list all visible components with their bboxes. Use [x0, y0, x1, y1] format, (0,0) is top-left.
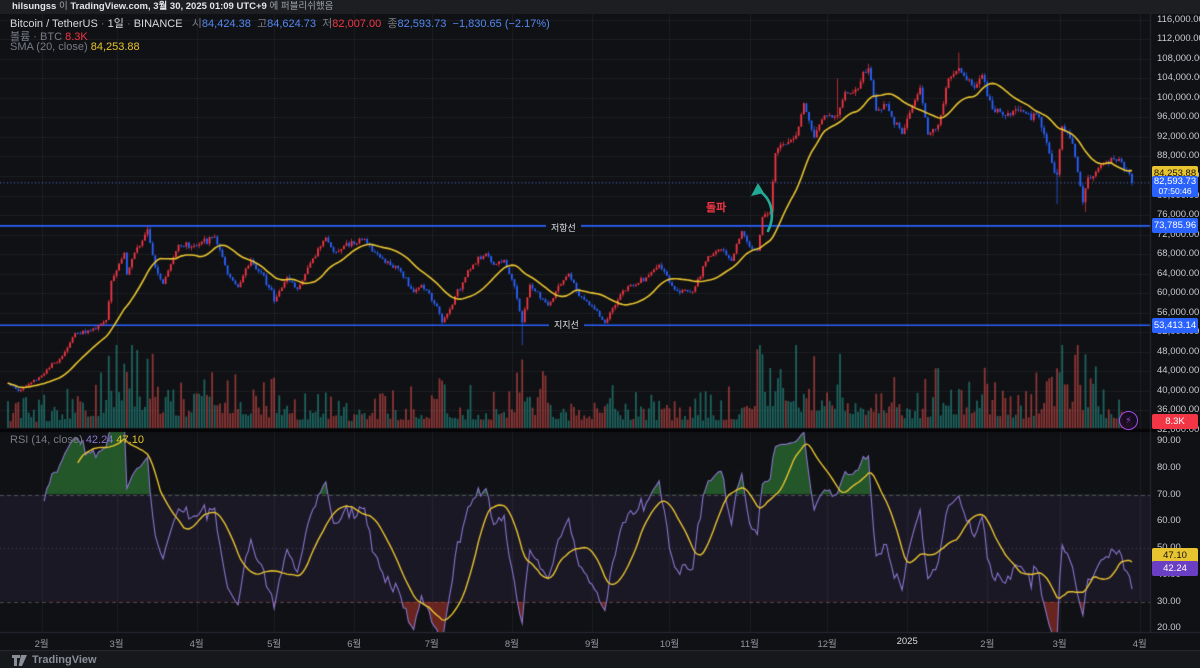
resistance-axis-badge: 73,785.96	[1152, 218, 1198, 234]
rsi-legend: RSI (14, close) 42.24 47.10	[10, 434, 144, 446]
time-axis-label: 9월	[584, 639, 599, 650]
price-axis-label: 116,000.00	[1157, 13, 1200, 25]
time-axis-label: 4월	[189, 639, 204, 650]
ohlc-low: 82,007.00	[332, 18, 382, 30]
rsi-ma-axis-badge: 47.10	[1152, 548, 1198, 564]
time-axis-label: 8월	[504, 639, 519, 650]
time-axis-label: 10월	[659, 639, 680, 650]
volume-legend: 볼륨 · BTC 8.3K	[10, 31, 88, 43]
symbol-legend: Bitcoin / TetherUS · 1일 · BINANCE 시84,42…	[10, 18, 550, 30]
rsi-axis-badge: 42.24	[1152, 561, 1198, 577]
price-axis-label: 36,000.00	[1157, 404, 1200, 416]
price-axis-label: 60,000.00	[1157, 287, 1200, 299]
ohlc-high: 84,624.73	[267, 18, 317, 30]
price-axis-label: 88,000.00	[1157, 150, 1200, 162]
support-line-label[interactable]: 지지선	[549, 318, 584, 331]
change-value: −1,830.65 (−2.17%)	[452, 18, 550, 30]
price-axis-label: 72,000.00	[1157, 228, 1200, 240]
tradingview-logo[interactable]: TradingView	[12, 653, 97, 666]
tradingview-logo-icon	[12, 655, 27, 666]
rsi-ma-value: 47.10	[116, 434, 144, 446]
sma-value: 84,253.88	[90, 41, 140, 53]
time-axis-label: 2월	[34, 639, 49, 650]
exchange-label: BINANCE	[133, 18, 183, 30]
price-axis-label: 108,000.00	[1157, 52, 1200, 64]
time-axis-label: 2025	[896, 636, 918, 647]
time-axis-label: 5월	[267, 639, 282, 650]
volume-value: 8.3K	[65, 31, 88, 43]
symbol-title: Bitcoin / TetherUS	[10, 18, 98, 30]
breakout-text[interactable]: 돌파	[706, 202, 727, 214]
price-axis-label: 112,000.00	[1157, 33, 1200, 45]
rsi-axis-label: 50.00	[1157, 542, 1181, 553]
time-axis-label: 4월	[1132, 639, 1147, 650]
rsi-axis-label: 30.00	[1157, 595, 1181, 607]
rsi-value: 42.24	[85, 434, 114, 446]
price-axis-label: 56,000.00	[1157, 306, 1200, 318]
rsi-axis-label: 90.00	[1157, 435, 1181, 446]
time-axis-label: 7월	[424, 639, 439, 650]
time-axis-label: 3월	[109, 639, 124, 650]
ohlc-close: 82,593.73	[397, 18, 447, 30]
price-axis-label: 100,000.00	[1157, 91, 1200, 103]
interval-label: 1일	[107, 18, 124, 30]
price-axis-label: 48,000.00	[1157, 345, 1200, 357]
boost-lightning-icon[interactable]: ⚡	[1119, 411, 1138, 430]
price-axis-label: 96,000.00	[1157, 111, 1200, 123]
resistance-line-label[interactable]: 저항선	[546, 221, 581, 234]
price-axis-label: 44,000.00	[1157, 365, 1200, 377]
time-axis-label: 2월	[980, 639, 995, 650]
rsi-axis-label: 20.00	[1157, 622, 1181, 634]
price-axis-label: 92,000.00	[1157, 130, 1200, 142]
time-axis-label: 3월	[1052, 639, 1067, 650]
price-axis-label: 40,000.00	[1157, 384, 1200, 396]
ohlc-open: 84,424.38	[201, 18, 251, 30]
rsi-axis-label: 60.00	[1157, 515, 1181, 527]
time-axis-label: 12월	[817, 639, 837, 650]
price-axis-label: 32,000.00	[1157, 423, 1200, 435]
price-axis-label: 76,000.00	[1157, 209, 1200, 221]
price-axis-label: 64,000.00	[1157, 267, 1200, 279]
rsi-axis-label: 80.00	[1157, 461, 1181, 473]
countdown-timer: 07:50:46	[1158, 186, 1192, 197]
price-axis-label: 68,000.00	[1157, 248, 1200, 260]
footer-bar: TradingView	[0, 650, 1200, 668]
price-axis-label: 104,000.00	[1157, 72, 1200, 84]
last-price-axis-badge: 82,593.73 07:50:46	[1152, 176, 1198, 198]
time-axis-label: 11월	[740, 639, 759, 650]
volume-axis-badge: 8.3K	[1152, 414, 1198, 429]
time-axis-label: 6월	[347, 639, 362, 650]
breakout-arrow[interactable]	[744, 183, 778, 235]
rsi-axis-label: 70.00	[1157, 488, 1181, 500]
sma-legend: SMA (20, close) 84,253.88	[10, 41, 140, 53]
support-axis-badge: 53,413.14	[1152, 317, 1198, 333]
